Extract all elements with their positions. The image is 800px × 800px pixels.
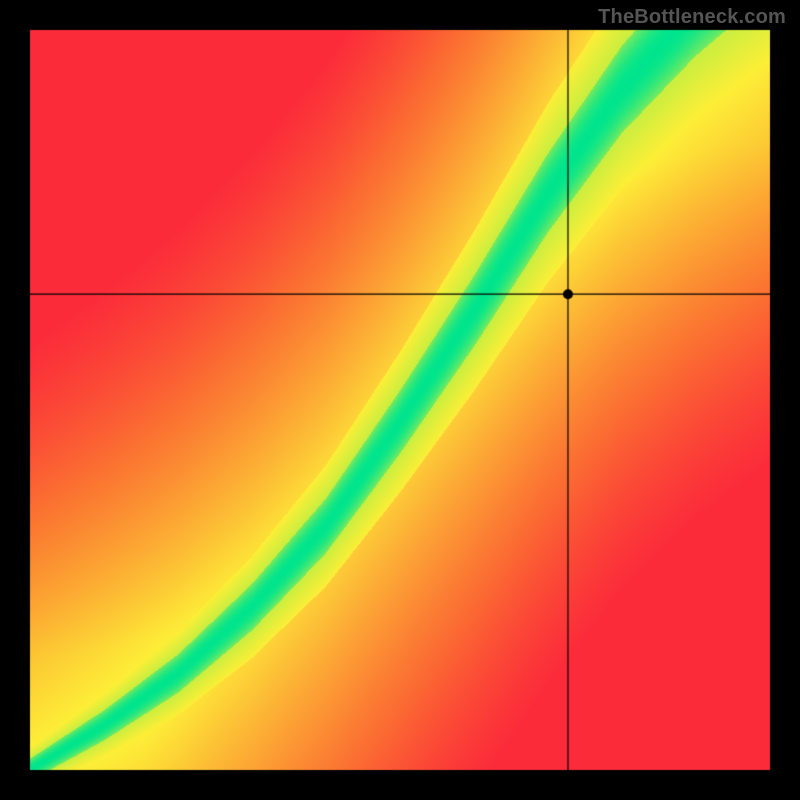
watermark-text: TheBottleneck.com [598, 6, 786, 29]
chart-container: TheBottleneck.com [0, 0, 800, 800]
heatmap-canvas [0, 0, 800, 800]
